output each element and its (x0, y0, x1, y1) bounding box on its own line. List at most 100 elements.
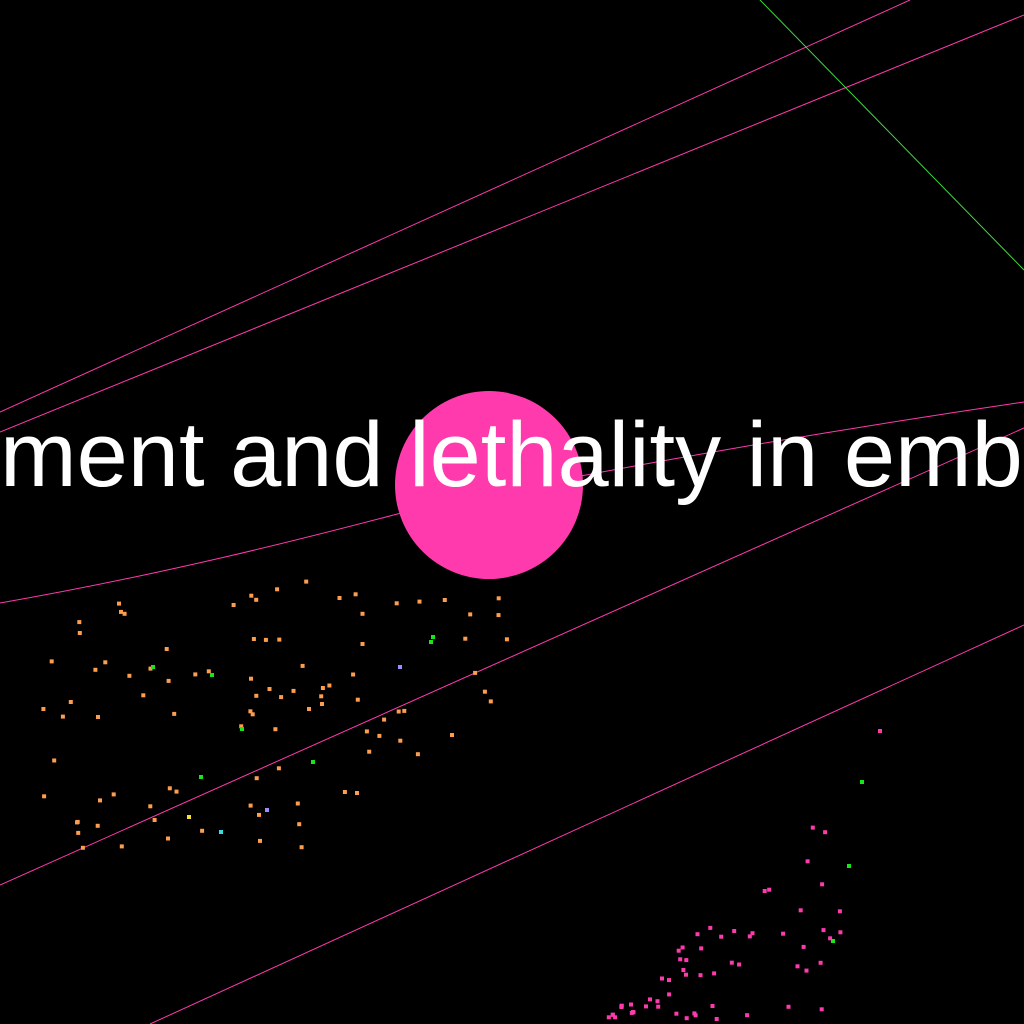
scatter-point-orange (98, 798, 102, 803)
scatter-point-pink (684, 1016, 689, 1021)
scatter-point-orange (319, 694, 324, 699)
scatter-point-orange (382, 717, 387, 722)
scatter-point-orange (402, 708, 407, 713)
scatter-point-pink (837, 909, 842, 914)
scatter-point-orange (166, 678, 171, 683)
scatter-point-orange (231, 603, 236, 607)
scatter-point-orange (299, 845, 304, 850)
scatter-point-orange (291, 688, 296, 693)
scatter-point-orange (396, 709, 401, 714)
scatter-point-green (429, 640, 433, 644)
scatter-point-pink (680, 945, 685, 950)
scatter-point-orange (327, 683, 332, 688)
scatter-point-orange (417, 599, 422, 604)
scatter-point-orange (320, 686, 325, 690)
scatter-point-orange (254, 693, 259, 698)
scatter-point-orange (239, 724, 244, 729)
scatter-point-pink (714, 1017, 719, 1021)
scatter-point-pink (747, 934, 752, 939)
scatter-point-pink (656, 1004, 661, 1009)
scatter-point-pink (820, 882, 825, 887)
scatter-point-orange (148, 804, 153, 809)
scatter-point-pink (745, 1013, 750, 1018)
scatter-point-orange (504, 637, 509, 642)
scatter-point-orange (254, 597, 259, 602)
scatter-point-orange (355, 697, 360, 702)
scatter-point-orange (377, 733, 382, 738)
scatter-point-pink (818, 960, 823, 965)
scatter-point-pink (801, 944, 806, 949)
scatter-point-orange (96, 715, 100, 719)
scatter-point-pink (878, 729, 882, 733)
scatter-point-pink (819, 1007, 824, 1012)
scatter-point-pink (629, 1002, 633, 1007)
scatter-point-orange (249, 593, 254, 598)
edge-line (0, 427, 1024, 886)
scatter-point-orange (468, 612, 473, 617)
scatter-point-pink (699, 946, 704, 951)
scatter-point-pink (712, 971, 717, 976)
scatter-point-orange (342, 790, 347, 794)
scatter-point-pink (681, 968, 686, 972)
scatter-point-pink (821, 928, 826, 933)
scatter-point-orange (248, 709, 253, 714)
scatter-point-orange (52, 758, 57, 763)
scatter-point-pink (644, 1004, 648, 1009)
scatter-point-orange (117, 601, 121, 606)
scatter-point-orange (249, 676, 253, 681)
scatter-point-orange (267, 687, 272, 691)
scatter-point-orange (482, 689, 487, 694)
scatter-point-pink (804, 968, 809, 973)
scatter-point-orange (276, 766, 281, 771)
scatter-point-orange (360, 642, 365, 646)
scatter-point-pink (823, 830, 828, 835)
scatter-point-orange (200, 828, 205, 833)
scatter-point-orange (68, 700, 73, 704)
scatter-point-pink (810, 825, 815, 830)
scatter-point-orange (307, 707, 311, 711)
scatter-point-orange (250, 712, 255, 717)
scatter-point-orange (360, 611, 365, 616)
scatter-point-pink (674, 1011, 679, 1016)
scatter-point-orange (257, 812, 261, 817)
scatter-point-orange (273, 727, 278, 732)
scatter-point-orange (174, 789, 179, 794)
scatter-point-orange (148, 666, 153, 671)
scatter-point-pink (613, 1015, 618, 1020)
scatter-point-orange (172, 711, 177, 716)
scatter-point-orange (77, 620, 82, 625)
scatter-point-green (831, 939, 835, 943)
scatter-point-green (431, 635, 435, 639)
scatter-point-orange (166, 836, 170, 841)
scatter-point-orange (295, 801, 300, 806)
scatter-point-orange (463, 636, 468, 641)
scatter-point-orange (351, 672, 356, 677)
scatter-point-green (240, 727, 244, 731)
scatter-point-green (847, 864, 851, 868)
scatter-point-orange (122, 611, 127, 616)
scatter-point-orange (279, 695, 284, 700)
scatter-point-orange (304, 579, 309, 584)
scatter-point-orange (206, 669, 211, 674)
highlight-node (395, 391, 583, 579)
scatter-point-pink (678, 957, 683, 962)
scatter-point-pink (695, 932, 700, 937)
caption-text: ment and lethality in embr (0, 404, 1024, 506)
scatter-point-orange (398, 738, 403, 743)
scatter-point-orange (415, 752, 420, 757)
scatter-point-pink (719, 934, 724, 939)
scatter-point-orange (167, 786, 172, 791)
scatter-point-orange (93, 667, 98, 672)
scatter-point-orange (41, 707, 46, 711)
scatter-point-orange (353, 592, 358, 597)
scatter-point-orange (450, 733, 454, 737)
scatter-point-orange (119, 609, 123, 614)
scatter-point-orange (258, 838, 262, 843)
scatter-point-pink (732, 929, 737, 933)
scatter-point-orange (75, 820, 79, 825)
scatter-point-orange (248, 803, 253, 808)
edge-line (0, 14, 1024, 433)
scatter-point-orange (111, 792, 116, 797)
scatter-point-pink (610, 1012, 615, 1017)
